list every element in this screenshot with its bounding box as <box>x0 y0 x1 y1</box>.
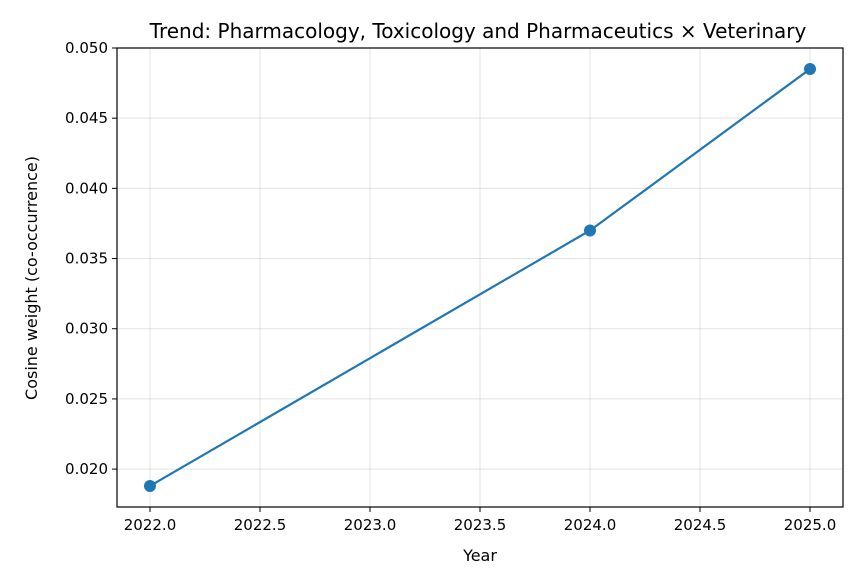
x-tick-label: 2023.0 <box>344 516 397 534</box>
y-tick-label: 0.020 <box>65 460 108 478</box>
x-tick-label: 2024.0 <box>564 516 617 534</box>
x-tick-label: 2024.5 <box>674 516 727 534</box>
x-tick-label: 2023.5 <box>454 516 507 534</box>
plot-frame <box>116 47 844 508</box>
y-tick-label: 0.030 <box>65 320 108 338</box>
data-point <box>804 63 816 76</box>
y-axis-title: Cosine weight (co-occurrence) <box>22 156 41 400</box>
chart-title: Trend: Pharmacology, Toxicology and Phar… <box>149 19 807 43</box>
data-point <box>584 224 596 237</box>
x-tick-label: 2025.0 <box>784 516 837 534</box>
y-tick-label: 0.025 <box>65 390 108 408</box>
data-point <box>144 479 156 492</box>
x-axis-title: Year <box>462 546 497 565</box>
series-layer <box>144 63 816 492</box>
y-tick-label: 0.040 <box>65 179 108 197</box>
y-axis: 0.020 0.025 0.030 0.035 0.040 0.045 0.050 <box>65 39 117 478</box>
y-tick-label: 0.045 <box>65 109 108 127</box>
y-tick-label: 0.035 <box>65 250 108 268</box>
y-tick-label: 0.050 <box>65 39 108 57</box>
grid <box>117 47 843 507</box>
x-tick-label: 2022.0 <box>124 516 177 534</box>
x-tick-label: 2022.5 <box>234 516 287 534</box>
x-axis: 2022.0 2022.5 2023.0 2023.5 2024.0 2024.5 2025… <box>124 507 837 534</box>
